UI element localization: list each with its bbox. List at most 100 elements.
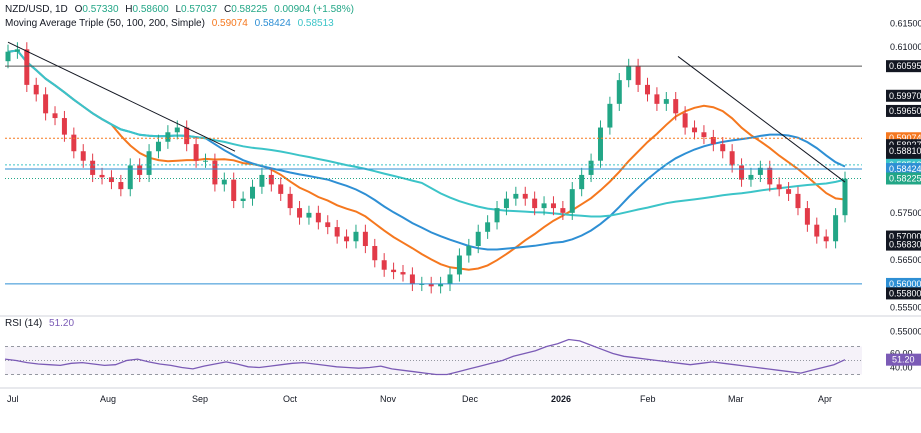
time-tick-label: Dec <box>462 394 479 404</box>
candle-body <box>278 184 284 194</box>
candle-body <box>635 65 641 85</box>
candle-body <box>597 127 603 161</box>
trend-lines <box>5 41 862 285</box>
level-tag <box>886 144 921 157</box>
candle-body <box>513 193 519 199</box>
candle-body <box>174 127 180 133</box>
ohlc-open: O0.57330 <box>74 4 119 15</box>
candle-body <box>61 118 67 135</box>
level-label: 0.59970 <box>889 91 921 101</box>
candle-body <box>588 160 594 175</box>
candle-body <box>400 272 406 275</box>
candle-body <box>306 212 312 218</box>
candle-body <box>579 174 585 190</box>
candle-body <box>447 274 453 284</box>
price-tick-label: 0.56500 <box>890 255 921 265</box>
candle-body <box>90 160 96 175</box>
candle-body <box>550 203 556 209</box>
candle-body <box>663 99 669 104</box>
candle-body <box>626 65 632 81</box>
time-tick-label: Sep <box>192 394 208 404</box>
price-tick-label: 0.61000 <box>890 42 921 52</box>
candle-body <box>52 113 58 119</box>
rsi-tick-label: 40.00 <box>890 363 913 373</box>
ohlc-change: 0.00904 (+1.58%) <box>274 4 354 15</box>
level-tag <box>886 277 921 290</box>
rsi-value-label: 51.20 <box>892 355 915 365</box>
trendline-right <box>677 56 846 183</box>
time-tick-label: Aug <box>100 394 116 404</box>
candle-body <box>833 215 839 242</box>
level-tag <box>886 287 921 300</box>
level-tag <box>886 89 921 102</box>
price-tick-label: 0.55000 <box>890 326 921 336</box>
candle-body <box>5 51 11 62</box>
candle-body <box>645 84 651 95</box>
time-tick-label: Mar <box>728 394 744 404</box>
candle-body <box>391 269 397 273</box>
level-label: 0.58424 <box>889 164 921 174</box>
candle-body <box>202 160 208 162</box>
rsi-title: RSI (14) <box>5 318 43 329</box>
trendline-left <box>7 41 236 152</box>
ma50-line <box>7 49 846 271</box>
level-label: 0.56000 <box>889 279 921 289</box>
candle-body <box>146 151 152 175</box>
candle-body <box>108 177 114 183</box>
candle-body <box>315 212 321 223</box>
level-label: 0.59650 <box>889 106 921 116</box>
candle-body <box>428 283 434 287</box>
candle-body <box>757 167 763 175</box>
candle-body <box>99 174 105 178</box>
candle-body <box>710 137 716 145</box>
ma200-line <box>7 49 846 218</box>
candle-body <box>466 246 472 256</box>
candle-body <box>33 84 39 95</box>
rsi-legend: RSI (14) 51.20 <box>5 318 78 329</box>
candle-body <box>701 132 707 138</box>
symbol-ohlc-legend: NZD/USD, 1D O0.57330 H0.58600 L0.57037 C… <box>5 4 358 15</box>
candle-body <box>184 127 190 145</box>
candle-body <box>43 94 49 114</box>
candle-body <box>532 198 538 209</box>
time-tick-label: Feb <box>640 394 656 404</box>
level-label: 0.56830 <box>889 240 921 250</box>
time-tick-label: Oct <box>283 394 298 404</box>
candle-body <box>193 144 199 161</box>
ohlc-close: C0.58225 <box>223 4 268 15</box>
candle-body <box>372 246 378 261</box>
level-label: 0.57000 <box>889 232 921 242</box>
rsi-value-tag <box>886 353 921 366</box>
rsi-tick-label: 60.00 <box>890 349 913 359</box>
candle-body <box>240 198 246 201</box>
candle-body <box>682 113 688 128</box>
candle-body <box>503 198 509 209</box>
candle-body <box>485 222 491 232</box>
time-tick-label: Apr <box>818 394 832 404</box>
candle-body <box>212 160 218 185</box>
time-axis: Jul Aug Sep Oct Nov Dec 2026 Feb Mar Apr <box>0 387 921 404</box>
candle-body <box>729 151 735 166</box>
candle-body <box>259 174 265 187</box>
candle-body <box>381 260 387 270</box>
ohlc-low: L0.57037 <box>175 4 218 15</box>
price-tick-label: 0.55500 <box>890 303 921 313</box>
price-tick-label: 0.57500 <box>890 208 921 218</box>
candle-body <box>334 227 340 237</box>
candle-body <box>80 151 86 161</box>
candle-body <box>456 255 462 275</box>
candle-body <box>786 189 792 194</box>
candle-body <box>541 203 547 209</box>
rsi-band <box>5 346 862 375</box>
rsi-line <box>4 338 846 376</box>
ma50-value: 0.59074 <box>211 18 248 29</box>
candle-body <box>250 186 256 199</box>
candle-body <box>118 182 124 190</box>
level-label: 0.59074 <box>889 133 921 143</box>
candle-body <box>475 231 481 247</box>
candle-body <box>127 165 133 190</box>
candle-body <box>165 132 171 142</box>
candle-body <box>616 80 622 104</box>
candle-body <box>353 231 359 242</box>
